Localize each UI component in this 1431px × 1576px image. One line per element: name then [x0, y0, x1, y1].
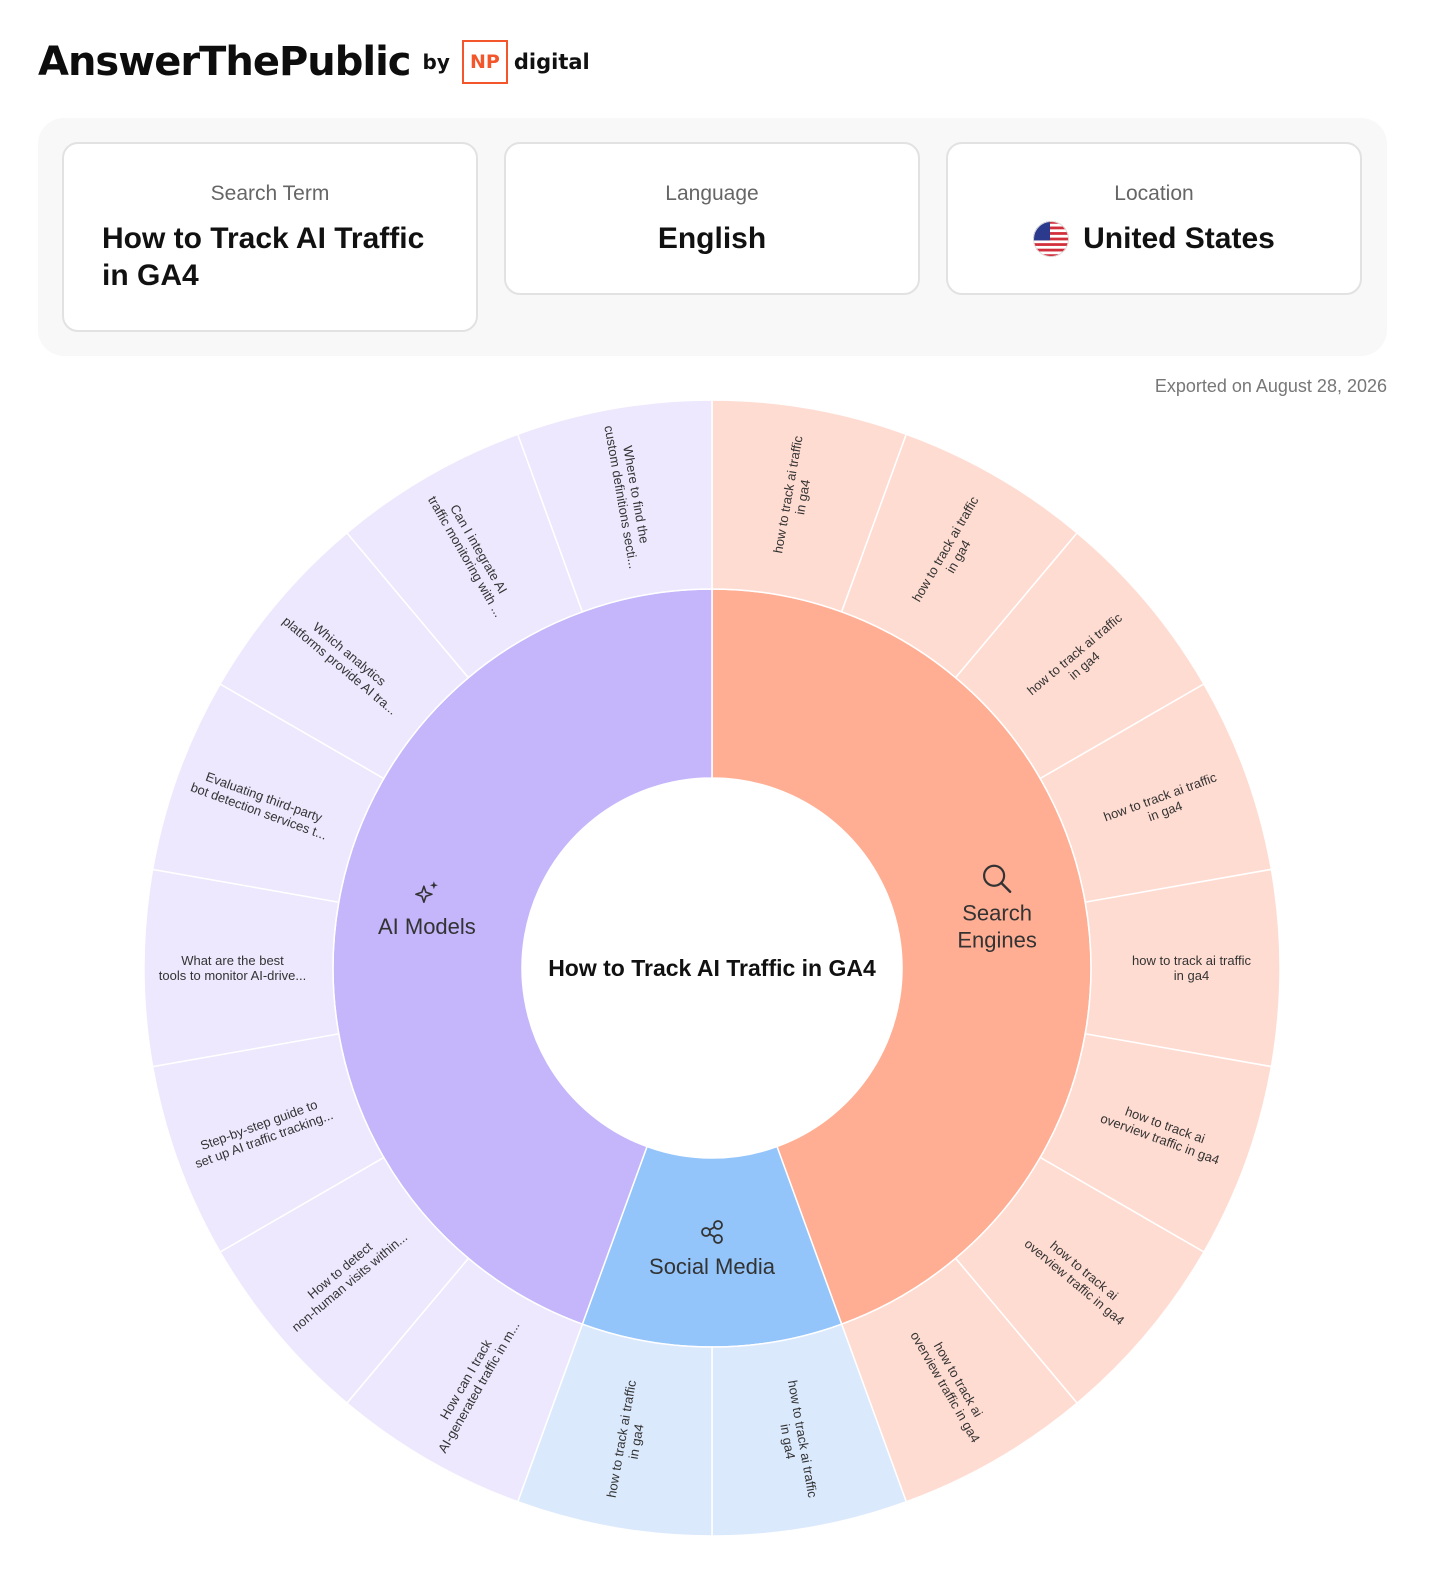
- category-label: Search Engines: [957, 901, 1037, 953]
- category-label: AI Models: [378, 914, 476, 939]
- search-term-label: Search Term: [210, 182, 330, 205]
- brand-header: AnswerThePublic by NP digital: [38, 36, 590, 88]
- language-card: Language English: [504, 142, 920, 295]
- location-value: United States: [1083, 222, 1275, 255]
- by-text: by: [422, 50, 450, 74]
- language-value: English: [657, 222, 767, 255]
- category-label: Social Media: [649, 1254, 776, 1279]
- search-term-card: Search Term How to Track AI Traffic in G…: [62, 142, 478, 332]
- export-date: Exported on August 28, 2026: [1154, 376, 1387, 396]
- language-label: Language: [665, 182, 759, 205]
- np-logo: NP: [461, 40, 508, 84]
- location-card: Location United States: [946, 142, 1362, 295]
- center-circle: [522, 778, 902, 1158]
- center-label: How to Track AI Traffic in GA4: [548, 955, 876, 981]
- sparkles-icon: [415, 881, 438, 904]
- us-flag-icon: [1033, 220, 1070, 257]
- digital-text: digital: [513, 50, 590, 74]
- query-label: What are the best tools to monitor AI-dri…: [159, 953, 306, 983]
- search-term-value: How to Track AI Traffic in GA4: [102, 222, 425, 292]
- share-icon: [701, 1220, 723, 1244]
- answerthepublic-logo: AnswerThePublic: [38, 39, 411, 85]
- location-label: Location: [1114, 182, 1194, 205]
- search-icon: [983, 864, 1012, 893]
- query-segment[interactable]: [516, 399, 713, 613]
